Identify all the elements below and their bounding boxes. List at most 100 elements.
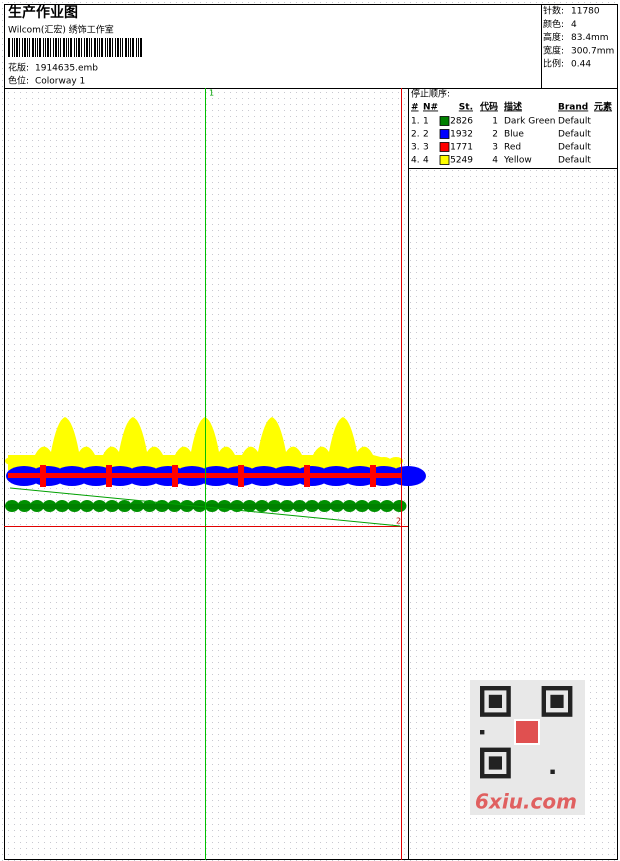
bar bbox=[105, 38, 106, 57]
bar bbox=[32, 38, 34, 57]
bar bbox=[53, 38, 54, 57]
bead bbox=[185, 457, 199, 465]
bar bbox=[8, 38, 10, 57]
column-header: # bbox=[411, 103, 419, 113]
info-value: 11780 bbox=[571, 7, 600, 17]
bar bbox=[84, 38, 85, 57]
row-brand: Default bbox=[558, 130, 591, 140]
row-number: 1 bbox=[423, 117, 429, 127]
bead bbox=[65, 457, 79, 465]
bar bbox=[76, 38, 77, 57]
bar bbox=[136, 38, 137, 57]
bead bbox=[293, 457, 307, 465]
bead bbox=[197, 457, 211, 465]
color-swatch bbox=[439, 116, 450, 126]
row-brand: Default bbox=[558, 143, 591, 153]
bar bbox=[50, 38, 51, 57]
frame bbox=[4, 4, 618, 860]
bar bbox=[115, 38, 116, 57]
bar bbox=[70, 38, 72, 57]
info-value: 4 bbox=[571, 20, 577, 30]
qr-finder bbox=[488, 694, 502, 708]
bead bbox=[29, 457, 43, 465]
bead bbox=[209, 457, 223, 465]
info-bg bbox=[542, 5, 617, 88]
row-code: 3 bbox=[492, 143, 498, 153]
column-header: 元素 bbox=[594, 101, 612, 113]
bar bbox=[14, 38, 15, 57]
row-brand: Default bbox=[558, 156, 591, 166]
bead bbox=[125, 457, 139, 465]
bead bbox=[41, 457, 55, 465]
design-label: 花版: bbox=[8, 62, 29, 74]
bead bbox=[317, 457, 331, 465]
bar bbox=[29, 38, 30, 57]
bar bbox=[22, 38, 23, 57]
bar bbox=[66, 38, 67, 57]
column-header: Brand bbox=[558, 103, 588, 113]
red-band bbox=[8, 473, 401, 478]
header-bg bbox=[5, 5, 541, 88]
row-brand: Default bbox=[558, 117, 591, 127]
bar bbox=[120, 38, 121, 57]
bead bbox=[377, 457, 391, 465]
bar bbox=[89, 38, 90, 57]
bead bbox=[353, 457, 367, 465]
marker: 2 bbox=[396, 517, 401, 526]
bead bbox=[77, 457, 91, 465]
info-label: 颜色: bbox=[543, 18, 564, 30]
qr-finder bbox=[488, 756, 502, 770]
company: Wilcom(汇宏) 绣饰工作室 bbox=[8, 24, 114, 36]
bar bbox=[39, 38, 41, 57]
bar bbox=[81, 38, 82, 57]
bar bbox=[16, 38, 18, 57]
row-number: 3 bbox=[423, 143, 429, 153]
row-number: 4 bbox=[423, 156, 429, 166]
bar bbox=[47, 38, 49, 57]
watermark: 6xiu.com bbox=[475, 790, 577, 814]
bead bbox=[17, 457, 31, 465]
bead bbox=[101, 457, 115, 465]
row-description: Blue bbox=[504, 130, 524, 140]
bar bbox=[94, 38, 96, 57]
column-header: 代码 bbox=[479, 101, 498, 113]
bar bbox=[130, 38, 131, 57]
color-swatch bbox=[439, 142, 450, 152]
bead bbox=[137, 457, 151, 465]
bead bbox=[149, 457, 163, 465]
colorway: Colorway 1 bbox=[35, 77, 85, 87]
bar bbox=[19, 38, 20, 57]
row-code: 4 bbox=[492, 156, 498, 166]
bar bbox=[112, 38, 113, 57]
barcode bbox=[8, 38, 142, 57]
row-description: Red bbox=[504, 143, 521, 153]
row-description: Dark Green bbox=[504, 117, 555, 127]
bar bbox=[140, 38, 142, 57]
bar bbox=[138, 38, 139, 57]
yellow-fill bbox=[8, 417, 400, 470]
bar bbox=[109, 38, 111, 57]
row-code: 1 bbox=[492, 117, 498, 127]
title: 生产作业图 bbox=[8, 4, 78, 21]
qr-cell bbox=[550, 769, 555, 774]
bead bbox=[53, 457, 67, 465]
bead bbox=[245, 457, 259, 465]
bar bbox=[99, 38, 100, 57]
info-value: 83.4mm bbox=[571, 33, 609, 43]
column-header: St. bbox=[459, 103, 473, 113]
bead bbox=[329, 457, 343, 465]
info-label: 宽度: bbox=[543, 44, 564, 56]
qr-cell bbox=[480, 730, 485, 735]
colorway-label: 色位: bbox=[8, 75, 29, 87]
bar bbox=[101, 38, 103, 57]
table-bg bbox=[409, 89, 617, 168]
row-code: 2 bbox=[492, 130, 498, 140]
bar bbox=[78, 38, 80, 57]
info-label: 比例: bbox=[543, 58, 564, 70]
bar bbox=[68, 38, 69, 57]
bar bbox=[12, 38, 13, 57]
row-index: 3. bbox=[411, 143, 420, 153]
info-label: 针数: bbox=[543, 5, 564, 17]
